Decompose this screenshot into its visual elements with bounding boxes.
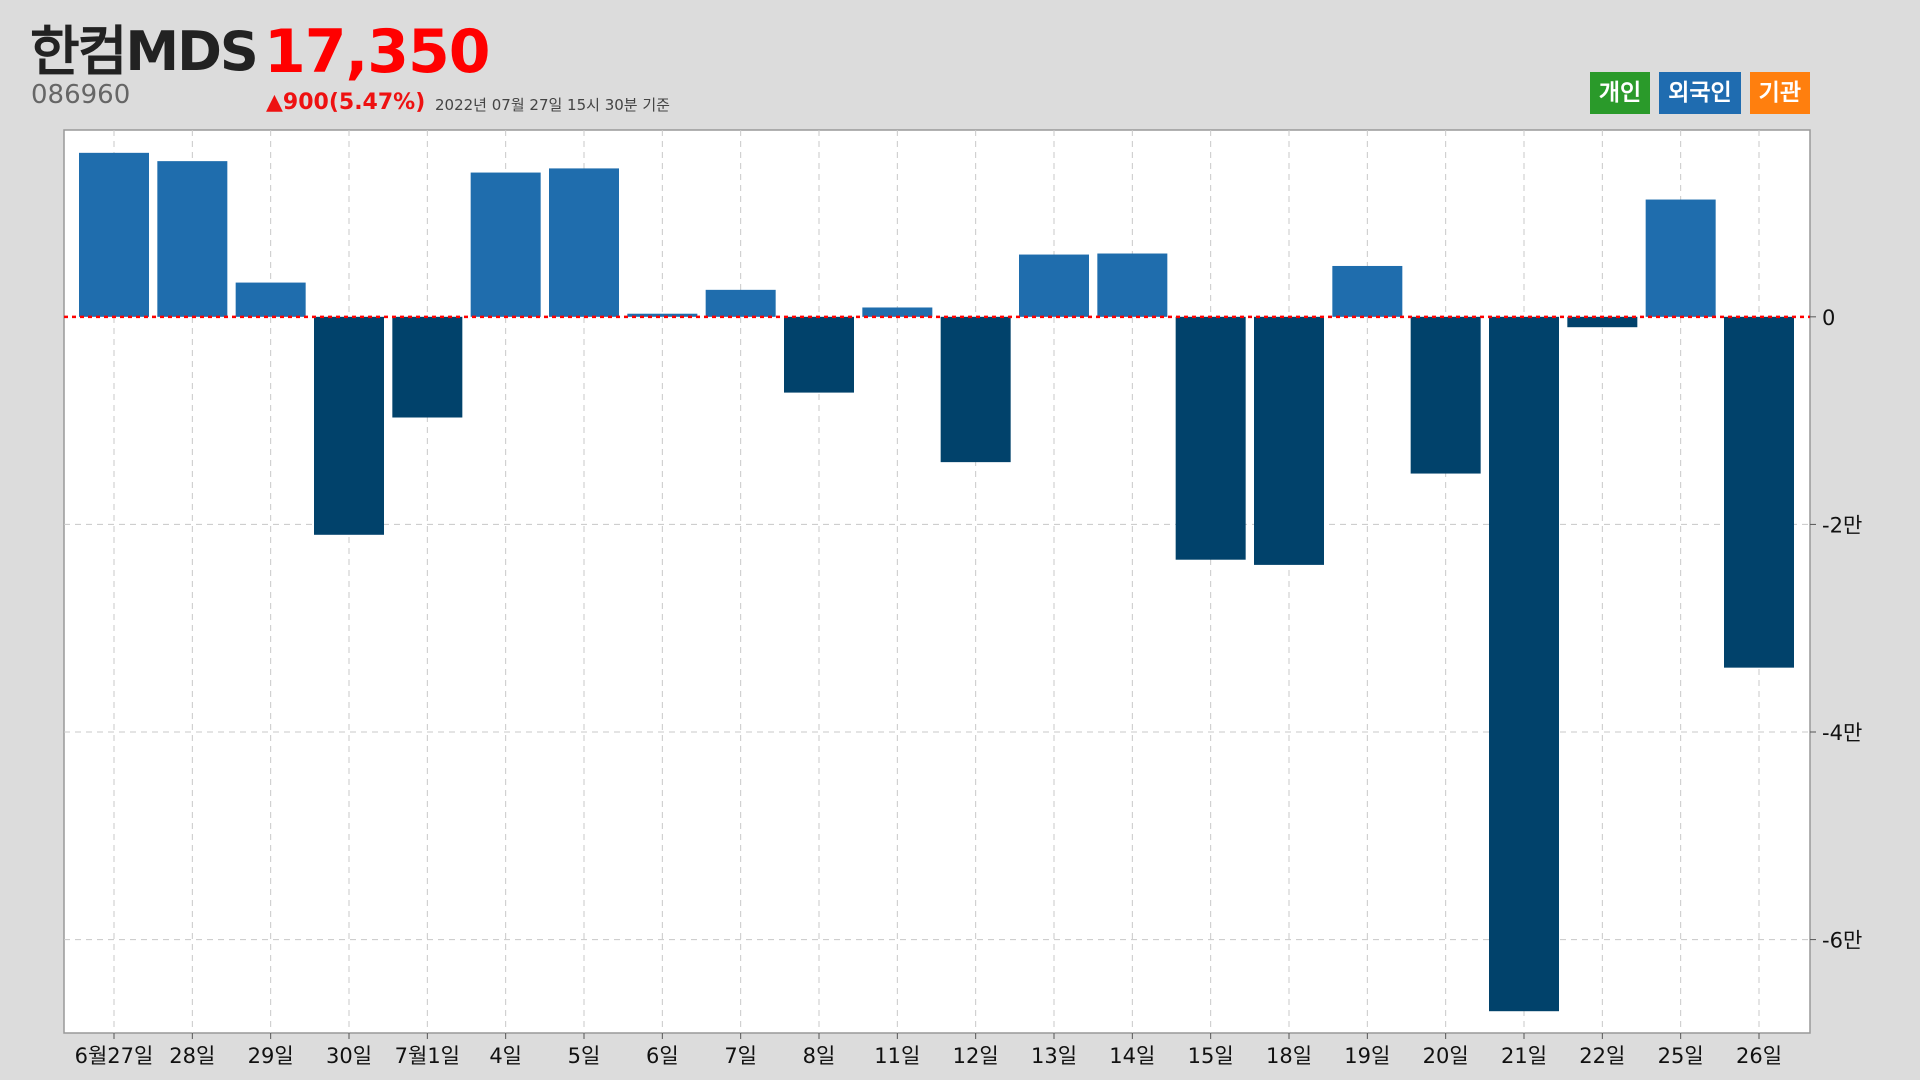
x-tick-label: 25일 [1658,1044,1704,1068]
y-tick-label: -2만 [1822,513,1862,537]
bar-18일 [1254,316,1324,565]
bar-25일 [1645,199,1716,317]
bar-6일 [627,313,698,317]
stock-name: 한컴MDS [30,20,259,83]
x-tick-label: 22일 [1579,1044,1625,1068]
x-tick-label: 29일 [248,1044,294,1068]
x-tick-label: 19일 [1344,1044,1390,1068]
bar-4일 [470,172,541,317]
x-tick-label: 18일 [1266,1044,1312,1068]
x-tick-label: 14일 [1109,1044,1155,1068]
bar-21일 [1489,316,1559,1012]
x-tick-label: 20일 [1423,1044,1469,1068]
price-change: ▲900(5.47%) [266,90,426,115]
bar-12일 [940,316,1011,463]
x-tick-label: 13일 [1031,1044,1077,1068]
bar-28일 [157,161,228,317]
bar-29일 [235,282,306,317]
y-tick-label: -4만 [1822,721,1862,745]
x-tick-label: 6월27일 [75,1044,154,1068]
x-tick-label: 6일 [646,1044,679,1068]
bar-7일 [705,289,776,317]
y-tick-label: -6만 [1822,929,1862,953]
legend-institution[interactable]: 기관 [1749,72,1810,114]
bar-8일 [784,316,854,393]
stock-code: 086960 [31,80,131,110]
current-price: 17,350 [264,17,491,87]
bar-22일 [1567,316,1638,328]
bar-30일 [314,316,384,535]
bar-14일 [1097,253,1168,317]
bar-5일 [549,168,619,317]
x-tick-label: 7월1일 [395,1044,460,1068]
legend: 개인 외국인 기관 [1589,72,1810,114]
x-tick-label: 4일 [489,1044,522,1068]
x-tick-label: 11일 [874,1044,920,1068]
y-tick-label: 0 [1822,306,1835,330]
x-tick-label: 26일 [1736,1044,1782,1068]
x-tick-label: 30일 [326,1044,372,1068]
x-tick-label: 12일 [953,1044,999,1068]
bar-20일 [1410,316,1481,474]
bar-7월1일 [392,316,463,418]
x-tick-label: 28일 [169,1044,215,1068]
legend-foreign[interactable]: 외국인 [1659,72,1741,114]
x-tick-label: 5일 [568,1044,601,1068]
x-tick-label: 21일 [1501,1044,1547,1068]
bar-13일 [1019,254,1089,317]
header: 한컴MDS 086960 17,350 ▲900(5.47%) 2022년 07… [0,0,1920,128]
bar-15일 [1175,316,1246,560]
timestamp: 2022년 07월 27일 15시 30분 기준 [435,96,670,114]
x-tick-label: 7일 [724,1044,757,1068]
x-tick-label: 15일 [1188,1044,1234,1068]
legend-individual[interactable]: 개인 [1589,72,1651,114]
bar-11일 [862,307,933,317]
x-tick-label: 8일 [803,1044,836,1068]
bar-26일 [1724,316,1794,668]
bar-6월27일 [79,152,149,317]
bar-19일 [1332,265,1403,317]
